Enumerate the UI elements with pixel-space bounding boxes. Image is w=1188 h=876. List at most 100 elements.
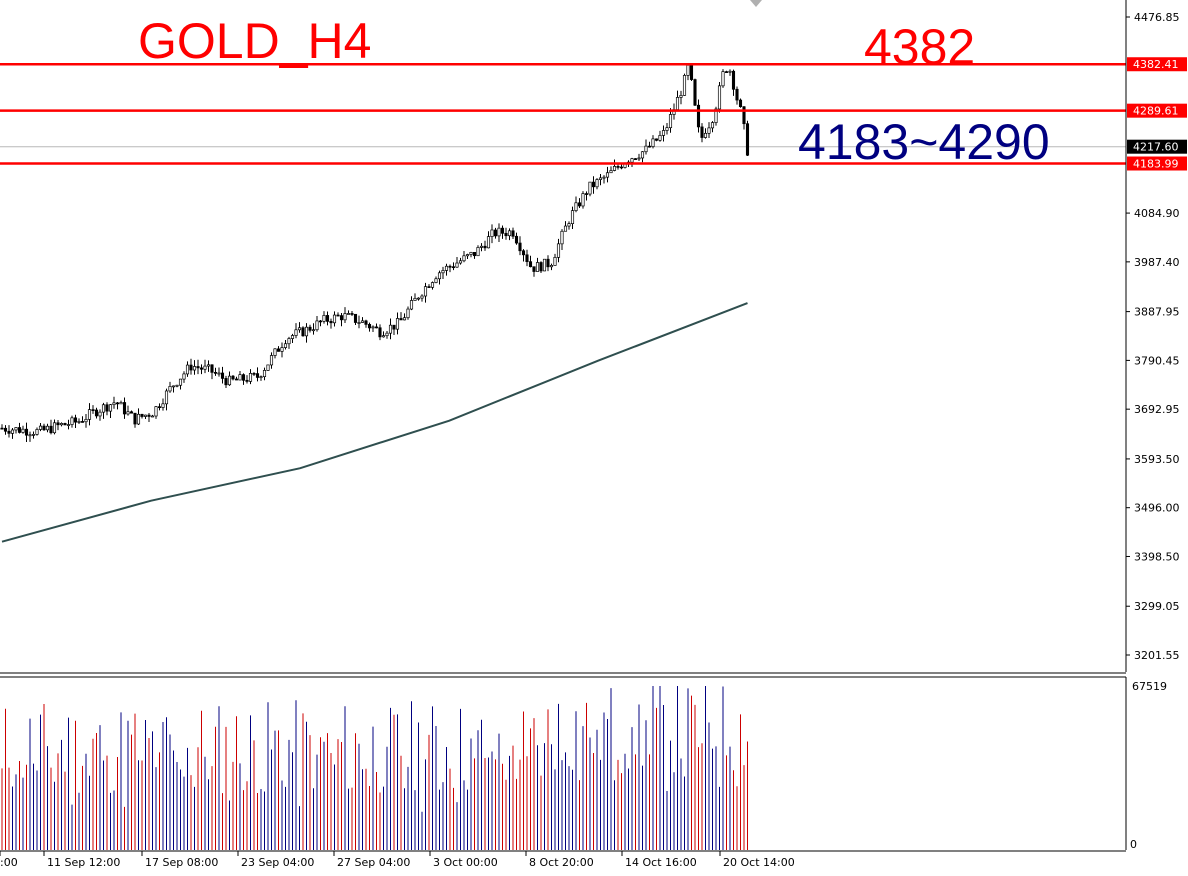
candle [455, 256, 459, 268]
time-tick-label: 11 Sep 12:00 [47, 856, 120, 869]
price-tick-label: 3201.55 [1134, 649, 1180, 662]
price-tick-label: 3496.00 [1134, 502, 1180, 515]
candle [374, 323, 379, 329]
candle [343, 307, 347, 323]
candle [77, 418, 81, 425]
price-tick-label: 3887.95 [1134, 306, 1180, 319]
candle [717, 81, 722, 113]
candle [721, 69, 725, 88]
candle [654, 138, 659, 142]
candle [227, 371, 232, 386]
candle [731, 69, 736, 96]
candle [238, 371, 242, 381]
candle [420, 294, 424, 302]
candle [217, 367, 221, 377]
candle [490, 224, 494, 244]
price-tick-label: 3790.45 [1134, 354, 1180, 367]
candle [668, 108, 673, 133]
candle [353, 313, 358, 325]
candle [469, 251, 473, 258]
price-tick-label: 4084.90 [1134, 207, 1180, 220]
candle [59, 422, 64, 427]
candle [0, 424, 4, 430]
candle [91, 405, 95, 414]
candles-layer [0, 63, 750, 442]
candle [38, 422, 43, 432]
level-tag [1127, 57, 1187, 72]
candle [304, 323, 309, 343]
candle [633, 158, 638, 160]
candle [479, 243, 484, 252]
candle [518, 236, 522, 256]
candle [234, 376, 239, 381]
candle [133, 412, 137, 428]
candle [441, 266, 445, 280]
candle [612, 159, 617, 172]
candle [70, 415, 74, 428]
candle [280, 342, 284, 358]
level-tag-label: 4183.99 [1133, 158, 1179, 171]
candle [539, 261, 543, 273]
candle [346, 310, 351, 315]
candle [595, 178, 599, 190]
price-tick-label: 3692.95 [1134, 403, 1180, 416]
candle [493, 227, 498, 239]
candle [115, 401, 120, 410]
candle [465, 253, 470, 259]
candle [658, 130, 662, 142]
candle [497, 223, 501, 242]
candle [259, 375, 263, 381]
candle [196, 359, 200, 375]
candle [381, 331, 386, 338]
candle [164, 388, 169, 411]
candle [514, 232, 519, 245]
candle [584, 191, 589, 201]
candle [273, 348, 277, 359]
candle [738, 98, 743, 108]
candle [385, 331, 389, 339]
candle [63, 422, 67, 426]
candle [707, 122, 711, 139]
candle [129, 410, 134, 414]
price-tick-label: 3398.50 [1134, 550, 1180, 563]
candle [500, 225, 505, 239]
candle [252, 372, 256, 377]
candle [315, 315, 319, 332]
candle [199, 364, 204, 375]
candle [325, 311, 330, 326]
candle [49, 419, 53, 435]
candle [476, 245, 480, 257]
candle [231, 374, 235, 381]
scroll-marker-icon[interactable] [750, 0, 762, 7]
candle [696, 99, 701, 133]
candle [329, 318, 333, 329]
candle [185, 361, 190, 377]
candle [640, 151, 645, 163]
candle [700, 123, 704, 143]
candle [283, 339, 288, 350]
candle [24, 422, 29, 442]
price-tick-label: 3593.50 [1134, 453, 1180, 466]
candle [31, 431, 36, 439]
candle [122, 397, 127, 419]
candle [80, 416, 85, 423]
candle [94, 407, 99, 419]
candle [542, 258, 547, 272]
candle [430, 281, 435, 290]
candle [602, 175, 606, 184]
candle [458, 257, 463, 265]
time-tick-label: 17 Sep 08:00 [145, 856, 218, 869]
candle [605, 166, 610, 183]
candle [563, 221, 568, 232]
candle [336, 312, 340, 317]
time-tick-label: 8 Oct 20:00 [529, 856, 594, 869]
candle [535, 257, 540, 272]
time-tick-label: 20 Oct 14:00 [723, 856, 795, 869]
price-ticks: 4476.85 4084.90 3987.40 3887.95 3790.45 3692.… [1126, 11, 1180, 662]
candle [378, 324, 382, 341]
volume-zero-label: 0 [1130, 838, 1137, 851]
price-panel: GOLD_H4 4382 4183~4290 [0, 0, 1126, 543]
candle [364, 319, 368, 328]
price-tick-label: 3299.05 [1134, 600, 1180, 613]
candle [392, 324, 396, 336]
